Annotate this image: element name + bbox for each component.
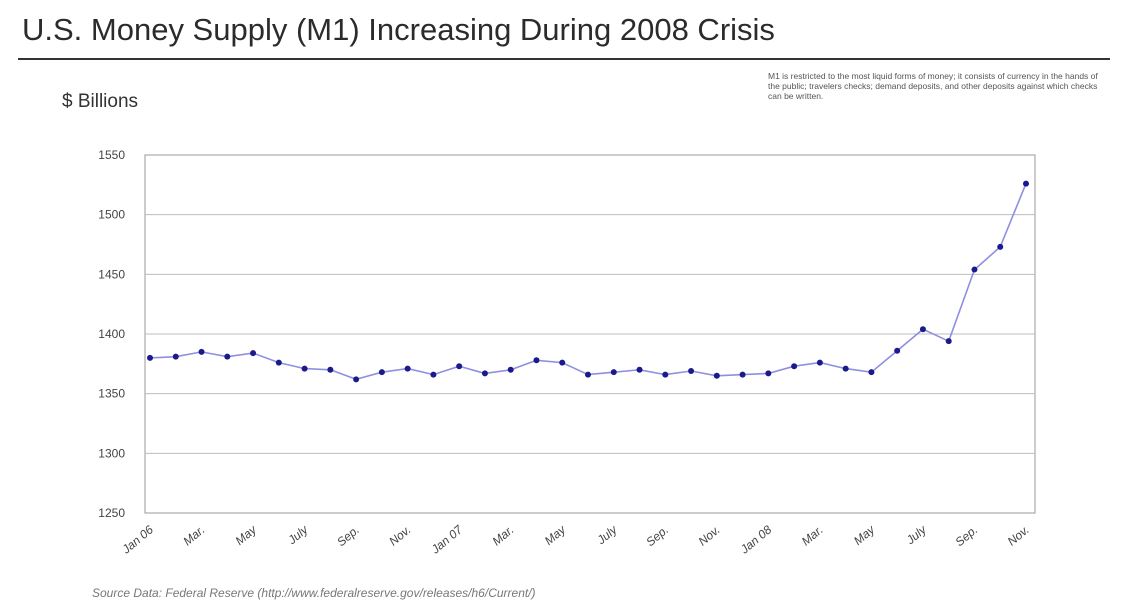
data-point — [791, 363, 798, 370]
data-point — [713, 372, 720, 379]
data-point — [172, 353, 179, 360]
data-point — [765, 370, 772, 377]
data-point — [842, 365, 849, 372]
x-tick-label: Mar. — [799, 523, 826, 549]
x-tick-label: Jan 07 — [428, 522, 466, 557]
data-point — [147, 354, 153, 361]
x-tick-label: May — [233, 522, 260, 548]
data-point — [997, 243, 1004, 250]
data-point — [816, 359, 823, 366]
data-point — [1023, 180, 1029, 187]
source-note: Source Data: Federal Reserve (http://www… — [92, 586, 536, 600]
data-point — [250, 350, 257, 357]
data-point — [275, 359, 282, 366]
data-point — [919, 326, 926, 333]
x-tick-label: May — [851, 522, 878, 548]
data-point — [327, 366, 334, 373]
x-tick-label: Mar. — [180, 523, 207, 549]
data-point — [456, 363, 463, 370]
data-point — [378, 369, 385, 376]
data-point — [585, 371, 591, 378]
x-tick-label: Mar. — [490, 523, 517, 549]
x-tick-label: Nov. — [1005, 523, 1032, 549]
data-point — [945, 338, 952, 345]
y-tick-label: 1300 — [98, 446, 125, 460]
data-point — [971, 266, 978, 273]
x-tick-label: Sep. — [643, 523, 671, 550]
data-point — [894, 347, 901, 354]
title-divider — [18, 58, 1110, 60]
y-tick-label: 1400 — [98, 327, 125, 341]
x-tick-label: Jan 06 — [119, 522, 157, 557]
m1-definition-note: M1 is restricted to the most liquid form… — [768, 71, 1098, 101]
x-tick-label: Sep. — [952, 523, 980, 550]
data-point — [301, 365, 308, 372]
x-tick-label: Nov. — [696, 523, 723, 549]
units-label: $ Billions — [62, 91, 139, 112]
data-point — [481, 370, 488, 377]
data-point — [739, 371, 746, 378]
y-tick-label: 1350 — [98, 387, 125, 401]
data-point — [559, 359, 566, 366]
data-point — [662, 371, 669, 378]
data-point — [688, 367, 695, 374]
x-tick-label: Sep. — [334, 523, 362, 550]
y-tick-label: 1450 — [98, 267, 125, 281]
x-tick-label: July — [284, 522, 311, 548]
data-point — [533, 357, 540, 364]
x-tick-label: July — [903, 522, 930, 548]
data-point — [224, 353, 231, 360]
data-point — [198, 348, 205, 355]
y-tick-label: 1500 — [98, 208, 125, 222]
x-tick-label: Nov. — [386, 523, 413, 549]
x-tick-label: July — [594, 522, 621, 548]
data-point — [636, 366, 643, 373]
data-point — [507, 366, 514, 373]
data-point — [610, 369, 617, 376]
y-tick-label: 1250 — [98, 506, 125, 520]
data-point — [353, 376, 360, 383]
y-tick-label: 1550 — [98, 148, 125, 162]
page-title: U.S. Money Supply (M1) Increasing During… — [22, 12, 775, 47]
x-tick-label: Jan 08 — [737, 522, 775, 557]
data-point — [868, 369, 875, 376]
x-tick-label: May — [542, 522, 569, 548]
data-point — [404, 365, 411, 372]
data-point — [430, 371, 437, 378]
